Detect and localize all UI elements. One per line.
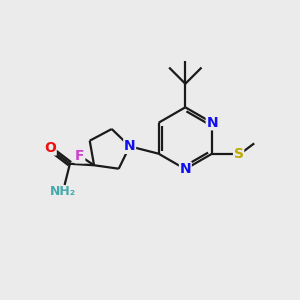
Text: S: S [234,147,244,161]
Text: NH₂: NH₂ [50,185,76,198]
Text: O: O [44,141,56,155]
Text: N: N [206,116,218,130]
Text: F: F [75,149,85,163]
Text: N: N [124,139,136,153]
Text: N: N [179,162,191,176]
